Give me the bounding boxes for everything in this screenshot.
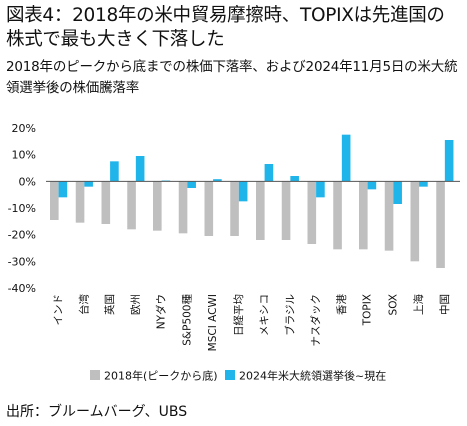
bar-2024 xyxy=(341,134,351,182)
x-category-label: ナスダック xyxy=(309,294,322,347)
y-tick-label: 0% xyxy=(19,175,36,188)
bar-2018 xyxy=(307,181,317,244)
bar-2018 xyxy=(256,181,265,240)
y-tick-label: 20% xyxy=(12,122,36,135)
chart-subtitle: 2018年のピークから底までの株価下落率、および2024年11月5日の米大統領選… xyxy=(6,59,458,96)
x-category-label: 上海 xyxy=(412,294,425,315)
bar-2018 xyxy=(359,181,368,250)
x-category-label: メキシコ xyxy=(259,294,271,336)
x-category-label: 欧州 xyxy=(130,294,142,315)
bar-2024 xyxy=(367,181,377,190)
x-category-label: SOX xyxy=(387,294,399,315)
bar-2024 xyxy=(316,181,325,198)
bar-2024 xyxy=(187,181,196,188)
bar-2018 xyxy=(333,181,342,250)
y-axis: 20% 10% 0% -10% -20% -30% -40% xyxy=(8,122,36,295)
y-tick-label: -40% xyxy=(8,282,36,295)
bar-2024 xyxy=(238,181,248,202)
bar-2024 xyxy=(393,181,402,204)
bar-2018 xyxy=(50,181,59,220)
y-tick-label: -30% xyxy=(8,255,36,268)
x-category-label: S&P500種 xyxy=(180,294,193,346)
bar-chart: 20% 10% 0% -10% -20% -30% -40% インド 台湾 英国 欧州 NYダウ S&… xyxy=(8,122,460,383)
bar-2018 xyxy=(178,181,188,234)
x-category-label: 日経平均 xyxy=(232,294,245,336)
y-tick-label: 10% xyxy=(12,149,36,162)
bar-2024 xyxy=(444,140,454,182)
y-tick-label: -10% xyxy=(8,202,36,215)
x-category-label: 台湾 xyxy=(77,294,90,315)
x-category-label: NYダウ xyxy=(155,294,168,329)
bar-2018 xyxy=(384,181,394,251)
source-note: 出所：ブルームバーグ、UBS xyxy=(6,404,188,420)
bar-2024 xyxy=(110,161,119,182)
x-category-label: インド xyxy=(53,294,65,326)
x-category-label: 英国 xyxy=(103,294,116,315)
legend-2018-label: 2018年(ピークから底) xyxy=(104,369,218,383)
bar-2018 xyxy=(127,181,136,230)
bar-2024 xyxy=(419,181,428,187)
bar-2018 xyxy=(204,181,214,236)
bar-2024 xyxy=(264,164,274,182)
bar-2018 xyxy=(101,181,111,224)
bars xyxy=(46,134,460,268)
bar-2018 xyxy=(75,181,85,223)
bar-2024 xyxy=(58,181,68,198)
bar-2024 xyxy=(213,179,222,182)
x-category-label: 香港 xyxy=(336,294,348,315)
legend-2024-swatch xyxy=(225,370,235,380)
legend-2018-swatch xyxy=(90,370,100,380)
bar-2018 xyxy=(281,181,291,240)
x-category-label: TOPIX xyxy=(362,294,374,326)
x-category-label: MSCI ACWI xyxy=(207,294,219,351)
bar-2018 xyxy=(436,181,445,268)
chart-title: 図表4：2018年の米中貿易摩擦時、TOPIXは先進国の株式で最も大きく下落した xyxy=(6,5,445,50)
x-axis: インド 台湾 英国 欧州 NYダウ S&P500種 MSCI ACWI 日経平均 メキシコ ブラジ… xyxy=(53,294,451,352)
bar-2018 xyxy=(410,181,420,262)
x-category-label: ブラジル xyxy=(283,294,296,336)
y-tick-label: -20% xyxy=(8,229,36,242)
bar-2018 xyxy=(230,181,239,236)
x-category-label: 中国 xyxy=(438,294,451,315)
legend: 2018年(ピークから底) 2024年米大統領選挙後~現在 xyxy=(90,369,386,383)
bar-2024 xyxy=(290,176,299,182)
legend-2024-label: 2024年米大統領選挙後~現在 xyxy=(239,369,386,383)
bar-2024 xyxy=(84,181,93,187)
bar-2024 xyxy=(135,156,145,182)
bar-2018 xyxy=(153,181,162,231)
